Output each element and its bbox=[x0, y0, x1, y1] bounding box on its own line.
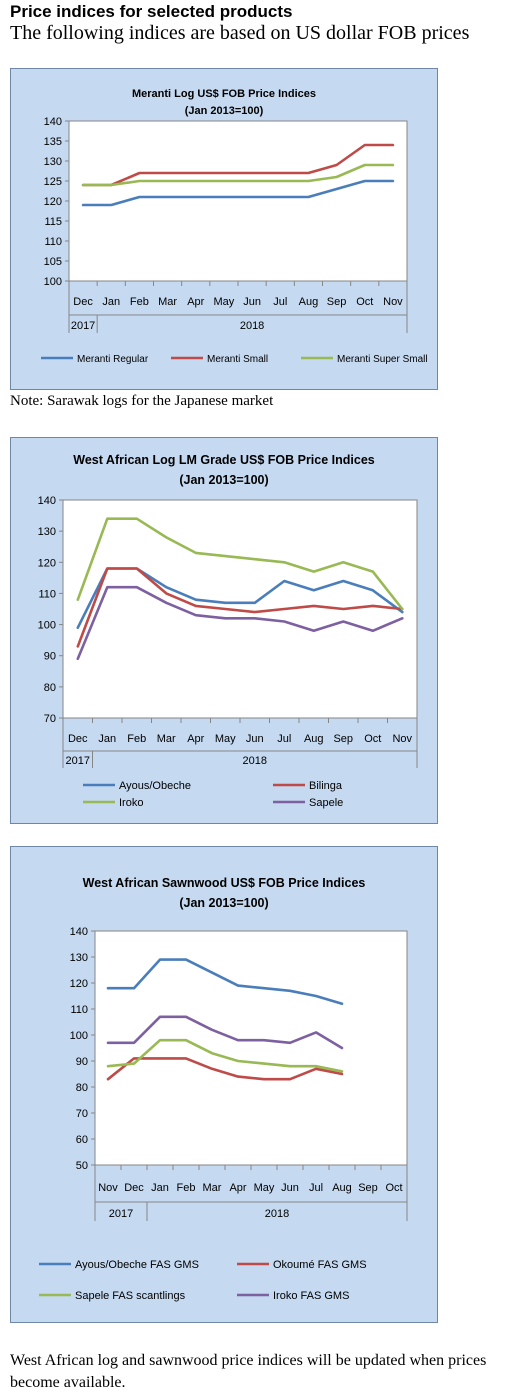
west-african-log-chart: West African Log LM Grade US$ FOB Price … bbox=[10, 437, 438, 824]
year-label: 2017 bbox=[71, 320, 95, 332]
footer-note: West African log and sawnwood price indi… bbox=[10, 1350, 510, 1394]
west-african-sawnwood-chart: West African Sawnwood US$ FOB Price Indi… bbox=[10, 846, 438, 1323]
x-tick-label: Mar bbox=[158, 296, 177, 308]
x-tick-label: Mar bbox=[157, 733, 176, 745]
y-tick-label: 115 bbox=[44, 216, 62, 228]
chart-title: West African Log LM Grade US$ FOB Price … bbox=[73, 453, 375, 467]
page-heading: Price indices for selected products bbox=[10, 2, 292, 22]
x-tick-label: Apr bbox=[229, 1182, 246, 1194]
x-tick-label: Jan bbox=[102, 296, 120, 308]
year-label: 2018 bbox=[265, 1208, 289, 1220]
plot-area bbox=[95, 931, 407, 1165]
y-tick-label: 90 bbox=[76, 1056, 88, 1068]
x-tick-label: Nov bbox=[392, 733, 412, 745]
chart-svg: West African Sawnwood US$ FOB Price Indi… bbox=[11, 847, 437, 1322]
x-tick-label: Aug bbox=[299, 296, 319, 308]
y-tick-label: 105 bbox=[44, 256, 62, 268]
y-tick-label: 100 bbox=[38, 620, 56, 632]
y-tick-label: 130 bbox=[38, 526, 56, 538]
meranti-note: Note: Sarawak logs for the Japanese mark… bbox=[10, 393, 273, 410]
legend-label-ayous-obeche-fas-gms: Ayous/Obeche FAS GMS bbox=[75, 1259, 199, 1271]
legend-label-sapele-fas-scantlings: Sapele FAS scantlings bbox=[75, 1290, 186, 1302]
x-tick-label: Dec bbox=[124, 1182, 144, 1194]
x-tick-label: Sep bbox=[358, 1182, 378, 1194]
y-tick-label: 70 bbox=[44, 713, 56, 725]
y-tick-label: 100 bbox=[44, 276, 62, 288]
meranti-chart: Meranti Log US$ FOB Price Indices (Jan 20… bbox=[10, 68, 438, 390]
y-tick-label: 140 bbox=[38, 495, 56, 507]
x-tick-label: Jan bbox=[98, 733, 116, 745]
x-tick-label: Oct bbox=[385, 1182, 402, 1194]
y-tick-label: 110 bbox=[38, 588, 56, 600]
y-tick-label: 60 bbox=[76, 1134, 88, 1146]
x-tick-label: Nov bbox=[383, 296, 403, 308]
x-tick-label: Jul bbox=[273, 296, 287, 308]
year-label: 2017 bbox=[109, 1208, 133, 1220]
y-tick-label: 135 bbox=[44, 136, 62, 148]
y-tick-label: 100 bbox=[70, 1030, 88, 1042]
legend-label-ayous-obeche: Ayous/Obeche bbox=[119, 780, 191, 792]
chart-svg: West African Log LM Grade US$ FOB Price … bbox=[11, 438, 437, 823]
chart-subtitle: (Jan 2013=100) bbox=[179, 896, 268, 910]
plot-area bbox=[63, 500, 417, 718]
legend-label-bilinga: Bilinga bbox=[309, 780, 343, 792]
y-tick-label: 80 bbox=[44, 682, 56, 694]
legend-label-iroko-fas-gms: Iroko FAS GMS bbox=[273, 1290, 349, 1302]
y-tick-label: 130 bbox=[44, 156, 62, 168]
legend-label-sapele: Sapele bbox=[309, 797, 343, 809]
x-tick-label: Jul bbox=[309, 1182, 323, 1194]
legend-label-iroko: Iroko bbox=[119, 797, 143, 809]
x-tick-label: Feb bbox=[127, 733, 146, 745]
x-tick-label: Oct bbox=[356, 296, 373, 308]
y-tick-label: 120 bbox=[70, 978, 88, 990]
legend-label-meranti-super-small: Meranti Super Small bbox=[337, 354, 428, 365]
y-tick-label: 130 bbox=[70, 952, 88, 964]
x-tick-label: Jun bbox=[243, 296, 261, 308]
x-tick-label: May bbox=[254, 1182, 275, 1194]
chart-svg: Meranti Log US$ FOB Price Indices (Jan 20… bbox=[11, 69, 437, 389]
x-tick-label: Nov bbox=[98, 1182, 118, 1194]
y-tick-label: 110 bbox=[44, 236, 62, 248]
chart-subtitle: (Jan 2013=100) bbox=[179, 473, 268, 487]
x-tick-label: Mar bbox=[203, 1182, 222, 1194]
y-tick-label: 90 bbox=[44, 651, 56, 663]
chart-subtitle: (Jan 2013=100) bbox=[185, 105, 264, 117]
x-tick-label: Aug bbox=[332, 1182, 352, 1194]
chart-title: West African Sawnwood US$ FOB Price Indi… bbox=[83, 876, 366, 890]
y-tick-label: 140 bbox=[44, 116, 62, 128]
x-tick-label: May bbox=[215, 733, 236, 745]
y-tick-label: 50 bbox=[76, 1160, 88, 1172]
y-tick-label: 125 bbox=[44, 176, 62, 188]
legend-label-meranti-small: Meranti Small bbox=[207, 354, 268, 365]
x-tick-label: Apr bbox=[187, 733, 204, 745]
x-tick-label: Feb bbox=[177, 1182, 196, 1194]
x-tick-label: Oct bbox=[364, 733, 381, 745]
chart-title: Meranti Log US$ FOB Price Indices bbox=[132, 88, 316, 100]
y-tick-label: 110 bbox=[70, 1004, 88, 1016]
legend-label-meranti-regular: Meranti Regular bbox=[77, 354, 149, 365]
legend-label-okoum-fas-gms: Okoumé FAS GMS bbox=[273, 1259, 367, 1271]
year-label: 2017 bbox=[66, 755, 90, 767]
y-tick-label: 140 bbox=[70, 926, 88, 938]
x-tick-label: Aug bbox=[304, 733, 324, 745]
y-tick-label: 80 bbox=[76, 1082, 88, 1094]
x-tick-label: Jun bbox=[281, 1182, 299, 1194]
y-tick-label: 120 bbox=[44, 196, 62, 208]
x-tick-label: Jan bbox=[151, 1182, 169, 1194]
y-tick-label: 120 bbox=[38, 557, 56, 569]
x-tick-label: Feb bbox=[130, 296, 149, 308]
x-tick-label: Dec bbox=[73, 296, 93, 308]
y-tick-label: 70 bbox=[76, 1108, 88, 1120]
x-tick-label: May bbox=[214, 296, 235, 308]
x-tick-label: Jun bbox=[246, 733, 264, 745]
x-tick-label: Sep bbox=[327, 296, 347, 308]
x-tick-label: Dec bbox=[68, 733, 88, 745]
year-label: 2018 bbox=[243, 755, 267, 767]
x-tick-label: Sep bbox=[333, 733, 353, 745]
x-tick-label: Apr bbox=[187, 296, 204, 308]
page-subheading: The following indices are based on US do… bbox=[10, 22, 469, 45]
x-tick-label: Jul bbox=[277, 733, 291, 745]
year-label: 2018 bbox=[240, 320, 264, 332]
plot-area bbox=[69, 121, 407, 281]
